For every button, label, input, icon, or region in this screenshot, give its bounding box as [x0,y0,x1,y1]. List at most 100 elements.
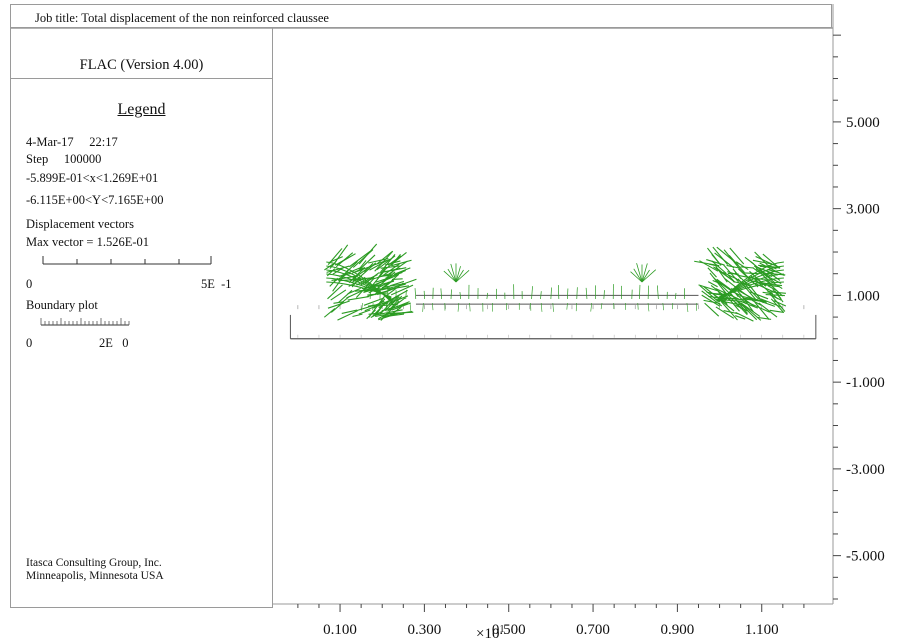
x-axis: 0.100 0.300 0.500 0.700 0.900 1.100 [297,604,805,638]
vector-arrow [720,301,738,321]
credit-line-2: Minneapolis, Minnesota USA [26,570,164,582]
vector-arrow [372,258,391,266]
vector-arrow [760,298,783,308]
vector-arrow [633,268,643,283]
vector-arrow [550,287,552,300]
vector-arrow [331,275,358,282]
y-range: -6.115E+00<Y<7.165E+00 [26,193,164,207]
vector-arrow [759,262,785,277]
vector-arrow [657,285,659,300]
vector-arrow [381,282,406,289]
x-tick-label: 0.500 [492,622,526,638]
vector-arrow [737,300,758,321]
vector-arrow [756,299,776,307]
vector-arrow [765,294,785,297]
vector-arrow [390,294,400,305]
vector-arrow [639,284,641,300]
vector-arrow [641,263,648,283]
vector-arrow [386,297,406,312]
vector-arrow [409,302,412,311]
vector-arrow [723,264,740,283]
x-tick-label: 0.700 [576,622,610,638]
vector-arrow [450,263,457,283]
vector-arrow [422,302,424,312]
vector-arrow [341,309,358,314]
vector-arrow [729,247,745,265]
vector-arrow [769,309,785,313]
vector-arrow [333,273,347,282]
vector-arrow [385,260,401,266]
y-tick-label: 5.000 [846,115,880,131]
vector-arrow [459,291,461,300]
vector-arrow [356,274,378,286]
vector-arrow [735,311,754,322]
vector-arrow [363,262,374,273]
vector-arrow [332,244,349,266]
vector-arrow [759,265,781,269]
vector-arrow [713,294,735,312]
vector-arrow [590,302,592,312]
vector-arrow [375,309,403,316]
vector-arrow [744,272,759,275]
vector-arrow [330,301,344,313]
vector-arrow [772,289,782,299]
vector-arrow [374,250,394,272]
max-vector: Max vector = 1.526E-01 [26,235,149,249]
vector-arrow [486,292,489,300]
vector-arrow [746,286,759,300]
vector-arrow [414,288,417,300]
vector-arrow [758,302,778,318]
y-tick-label: -5.000 [846,549,885,565]
vector-arrow [326,265,350,273]
vector-arrow [443,270,457,283]
x-range: -5.899E-01<x<1.269E+01 [26,171,159,185]
vector-arrow [369,259,388,271]
vector-arrow [701,294,721,307]
vector-arrow [385,271,403,279]
y-tick-label: 1.000 [846,288,880,304]
vector-arrow [324,263,334,271]
vector-arrow [744,300,770,313]
vector-arrow [391,278,403,280]
vector-arrow [740,266,754,269]
job-title-bar: Job title: Total displacement of the non… [10,4,832,28]
vector-arrow [566,302,568,310]
vector-arrow [457,302,460,312]
y-tick-label: -1.000 [846,375,885,391]
vector-arrow [641,269,650,283]
vector-arrow [385,273,400,287]
vector-arrow [726,293,740,307]
vector-arrow [391,259,412,267]
vector-arrow [603,290,605,300]
vector-arrow [709,272,728,295]
vector-arrow [767,285,778,292]
vector-arrow [366,289,391,298]
vector-arrow [762,291,774,295]
vector-arrow [732,268,742,280]
credit-line-1: Itasca Consulting Group, Inc. [26,557,162,569]
vector-arrow [455,269,464,283]
vector-arrow [367,302,389,307]
x-tick-label: 0.900 [661,622,695,638]
vector-arrow [384,289,408,304]
vector-arrow [694,260,720,267]
vector-arrow [358,260,367,270]
vector-arrow [735,261,749,271]
vector-arrow [363,297,385,306]
step-count: Step 100000 [26,152,102,166]
vector-arrow [674,292,677,300]
vector-arrow [390,253,401,266]
vector-arrow [381,283,406,291]
vector-arrow [447,268,457,283]
vector-scale-bar [42,256,212,265]
vector-arrow [352,249,374,268]
vector-arrow [393,267,411,275]
vector-arrow [372,305,383,317]
vector-arrow [754,251,768,265]
vector-arrow [630,271,643,283]
vector-arrow [455,269,470,283]
vector-scale-min: 0 [26,277,33,291]
vector-arrow [352,313,363,318]
legend-panel: FLAC (Version 4.00) Legend 4-Mar-17 22:1… [10,28,273,608]
vector-arrow [337,310,358,321]
